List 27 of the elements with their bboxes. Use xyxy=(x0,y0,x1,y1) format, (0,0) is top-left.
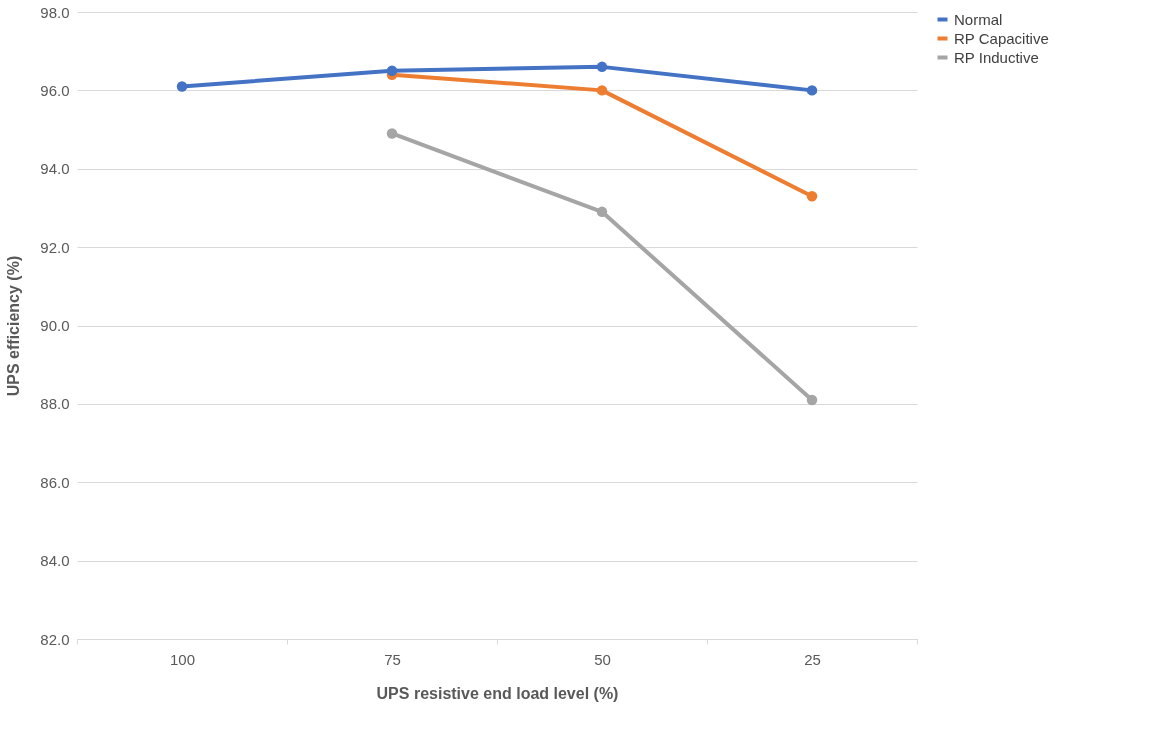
x-axis-title: UPS resistive end load level (%) xyxy=(376,684,619,702)
y-tick-label: 90.0 xyxy=(40,317,70,334)
x-tick-label: 50 xyxy=(594,650,611,668)
x-tick-label: 75 xyxy=(384,650,401,668)
point xyxy=(176,81,188,92)
y-tick-label: 86.0 xyxy=(40,473,70,491)
y-tick-label: 94.0 xyxy=(40,160,70,178)
point xyxy=(596,61,608,73)
point xyxy=(596,85,608,96)
legend-label: Normal xyxy=(954,10,1003,28)
legend-label: RP Inductive xyxy=(954,48,1039,66)
y-tick-label: 98.0 xyxy=(40,3,70,21)
point xyxy=(596,206,608,218)
point xyxy=(806,85,818,96)
point xyxy=(806,190,818,202)
point xyxy=(386,65,398,77)
legend-label: RP Capacitive xyxy=(954,29,1049,47)
y-tick-label: 88.0 xyxy=(40,395,70,413)
y-tick-label: 92.0 xyxy=(40,238,70,256)
x-tick-label: 100 xyxy=(169,650,196,668)
y-tick-label: 84.0 xyxy=(40,552,70,570)
y-tick-label: 82.0 xyxy=(40,630,70,648)
point xyxy=(806,394,818,406)
y-tick-label: 96.0 xyxy=(40,81,70,99)
y-axis-title: UPS efficiency (%) xyxy=(5,255,23,397)
point xyxy=(386,128,398,139)
x-tick-label: 25 xyxy=(804,650,821,668)
